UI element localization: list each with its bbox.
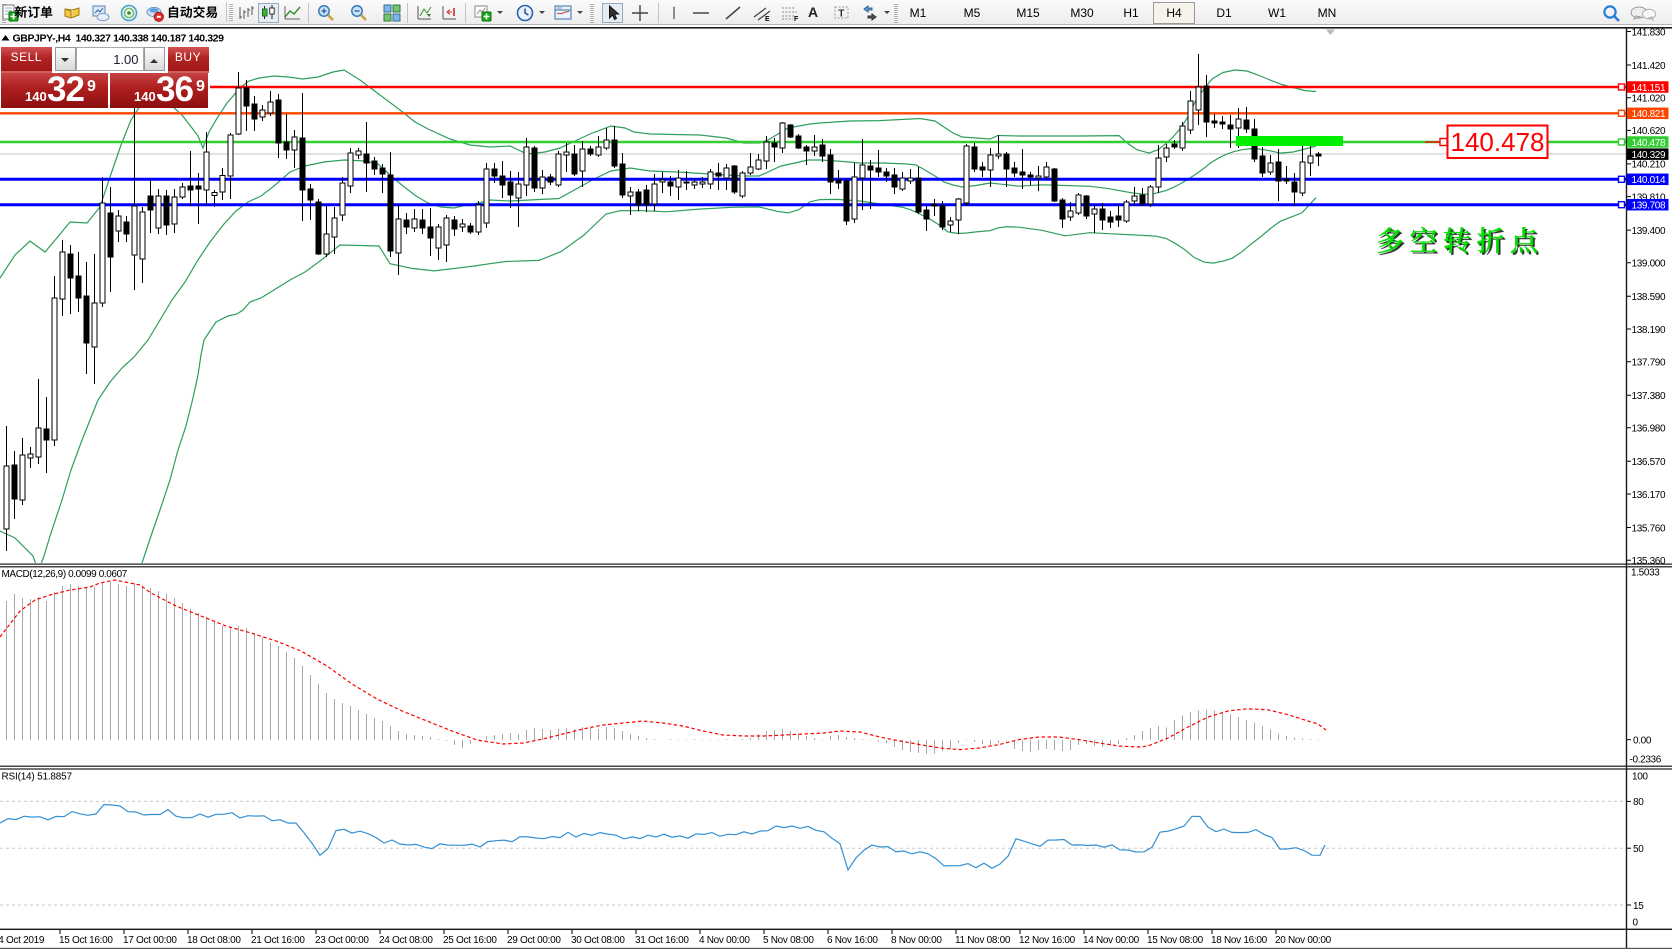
svg-text:136.980: 136.980 — [1632, 424, 1666, 435]
svg-text:141.020: 141.020 — [1632, 94, 1666, 105]
svg-text:21 Oct 16:00: 21 Oct 16:00 — [251, 935, 305, 946]
svg-text:135.360: 135.360 — [1632, 556, 1666, 567]
svg-text:137.380: 137.380 — [1632, 391, 1666, 402]
svg-text:GBPJPY-,H4 140.327 140.338 14: GBPJPY-,H4 140.327 140.338 140.187 140.3… — [13, 33, 225, 45]
svg-text:15 Oct 16:00: 15 Oct 16:00 — [59, 935, 113, 946]
svg-text:F: F — [794, 16, 799, 22]
svg-text:141.830: 141.830 — [1632, 27, 1666, 38]
svg-text:8 Nov 00:00: 8 Nov 00:00 — [891, 935, 942, 946]
svg-text:141.420: 141.420 — [1632, 61, 1666, 72]
svg-text:11 Nov 08:00: 11 Nov 08:00 — [955, 935, 1011, 946]
svg-text:139.400: 139.400 — [1632, 226, 1666, 237]
svg-text:14 Oct 2019: 14 Oct 2019 — [0, 935, 45, 946]
svg-text:140.478: 140.478 — [1451, 127, 1545, 157]
svg-text:25 Oct 16:00: 25 Oct 16:00 — [443, 935, 497, 946]
svg-text:17 Oct 00:00: 17 Oct 00:00 — [123, 935, 177, 946]
svg-text:0.00: 0.00 — [1633, 736, 1652, 747]
svg-text:23 Oct 00:00: 23 Oct 00:00 — [315, 935, 369, 946]
svg-text:137.790: 137.790 — [1632, 358, 1666, 369]
svg-text:30 Oct 08:00: 30 Oct 08:00 — [571, 935, 625, 946]
svg-text:140.014: 140.014 — [1632, 175, 1666, 186]
svg-text:-0.2336: -0.2336 — [1630, 755, 1662, 766]
svg-text:138.590: 138.590 — [1632, 292, 1666, 303]
svg-text:24 Oct 08:00: 24 Oct 08:00 — [379, 935, 433, 946]
svg-text:20 Nov 00:00: 20 Nov 00:00 — [1275, 935, 1332, 946]
svg-text:140.620: 140.620 — [1632, 126, 1666, 137]
svg-text:RSI(14) 51.8857: RSI(14) 51.8857 — [2, 772, 73, 783]
svg-text:12 Nov 16:00: 12 Nov 16:00 — [1019, 935, 1076, 946]
svg-text:139.708: 139.708 — [1632, 201, 1666, 212]
svg-text:80: 80 — [1633, 797, 1644, 808]
svg-text:139.810: 139.810 — [1632, 192, 1666, 203]
svg-text:50: 50 — [1633, 844, 1644, 855]
svg-text:6 Nov 16:00: 6 Nov 16:00 — [827, 935, 878, 946]
svg-text:14 Nov 00:00: 14 Nov 00:00 — [1083, 935, 1140, 946]
svg-text:15 Nov 08:00: 15 Nov 08:00 — [1147, 935, 1204, 946]
svg-text:18 Oct 08:00: 18 Oct 08:00 — [187, 935, 241, 946]
svg-text:4 Nov 00:00: 4 Nov 00:00 — [699, 935, 750, 946]
svg-text:0: 0 — [1633, 918, 1639, 929]
svg-text:MACD(12,26,9) 0.0099 0.0607: MACD(12,26,9) 0.0099 0.0607 — [2, 569, 128, 580]
svg-text:5 Nov 08:00: 5 Nov 08:00 — [763, 935, 814, 946]
svg-text:138.190: 138.190 — [1632, 325, 1666, 336]
svg-text:136.570: 136.570 — [1632, 457, 1666, 468]
svg-text:140.821: 140.821 — [1632, 109, 1666, 120]
svg-text:141.151: 141.151 — [1632, 83, 1666, 94]
svg-text:139.000: 139.000 — [1632, 259, 1666, 270]
svg-text:E: E — [765, 16, 770, 22]
svg-text:18 Nov 16:00: 18 Nov 16:00 — [1211, 935, 1268, 946]
svg-text:29 Oct 00:00: 29 Oct 00:00 — [507, 935, 561, 946]
svg-text:100: 100 — [1632, 771, 1648, 782]
svg-text:136.170: 136.170 — [1632, 490, 1666, 501]
svg-text:135.760: 135.760 — [1632, 523, 1666, 534]
svg-text:140.329: 140.329 — [1632, 150, 1666, 161]
svg-text:1.5033: 1.5033 — [1631, 568, 1660, 579]
svg-text:140.210: 140.210 — [1632, 160, 1666, 171]
svg-text:15: 15 — [1633, 901, 1644, 912]
svg-text:140.478: 140.478 — [1632, 138, 1666, 149]
svg-text:31 Oct 16:00: 31 Oct 16:00 — [635, 935, 689, 946]
svg-text:T: T — [838, 9, 844, 20]
